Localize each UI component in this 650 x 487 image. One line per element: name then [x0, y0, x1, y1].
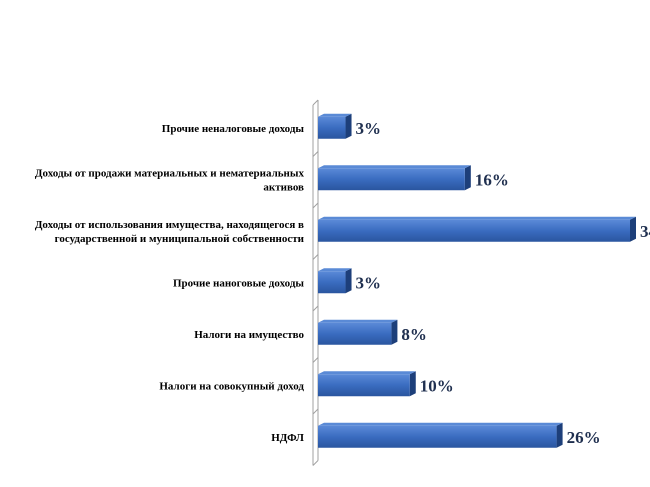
bar-side	[345, 268, 352, 294]
bar	[318, 168, 465, 191]
value-label: 8%	[401, 325, 427, 344]
axis-tick	[312, 99, 319, 106]
bar-top	[318, 371, 416, 375]
category-label-line: НДФЛ	[271, 432, 305, 444]
axis-tick	[312, 408, 319, 415]
bar-top	[318, 422, 563, 426]
value-label: 26%	[567, 428, 601, 447]
category-label: Налоги на имущество	[194, 329, 304, 341]
bar-top	[318, 268, 352, 272]
bar	[318, 271, 346, 294]
category-labels: Прочие неналоговые доходы Доходы от прода…	[35, 123, 305, 444]
category-label: Прочие неналоговые доходы	[162, 123, 305, 135]
value-label: 3%	[356, 119, 382, 138]
value-label: 3%	[356, 273, 382, 292]
category-label-line: Прочие неналоговые доходы	[162, 123, 305, 135]
axis-tick	[312, 151, 319, 157]
axis-tick	[312, 460, 319, 466]
bars	[318, 113, 636, 448]
bar-top	[318, 113, 352, 117]
value-labels: 3% 16% 34% 3% 8% 10% 26%	[356, 119, 650, 447]
category-label: Прочие наноговые доходы	[173, 277, 304, 289]
category-label-line: Доходы от продажи материальных и нематер…	[35, 167, 305, 179]
bar-side	[345, 113, 352, 139]
bar-top	[318, 216, 636, 220]
bar-side	[556, 422, 563, 448]
category-label-line: Доходы от использования имущества, наход…	[35, 219, 304, 231]
bar-side	[464, 165, 471, 191]
bar	[318, 116, 346, 139]
category-label: Доходы от продажи материальных и нематер…	[35, 167, 305, 193]
axis-tick	[312, 357, 319, 363]
category-label-line: Налоги на совокупный доход	[159, 380, 304, 392]
bar	[318, 374, 410, 397]
bar-top	[318, 165, 471, 169]
category-axis	[312, 99, 319, 466]
bar-top	[318, 319, 398, 323]
category-label-line: активов	[263, 181, 304, 193]
axis-tick	[312, 202, 319, 209]
axis-tick	[312, 254, 319, 260]
category-label: Доходы от использования имущества, наход…	[35, 219, 305, 245]
bar-side	[630, 216, 636, 242]
bar	[318, 219, 630, 242]
category-label-line: Налоги на имущество	[194, 329, 304, 341]
category-label-line: государственной и муниципальной собствен…	[55, 233, 305, 245]
category-label-line: Прочие наноговые доходы	[173, 277, 304, 289]
value-label: 34%	[640, 222, 650, 241]
bar	[318, 425, 557, 448]
value-label: 16%	[475, 170, 509, 189]
bar-side	[391, 319, 398, 345]
category-label: Налоги на совокупный доход	[159, 380, 304, 392]
category-label: НДФЛ	[271, 432, 305, 444]
value-label: 10%	[420, 376, 454, 395]
bar-side	[409, 371, 416, 397]
bar	[318, 322, 392, 345]
axis-tick	[312, 305, 319, 312]
